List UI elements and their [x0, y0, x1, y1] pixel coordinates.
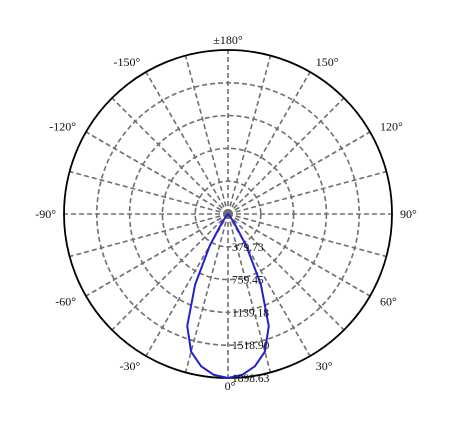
angle-label-150: 150° [316, 55, 339, 69]
angle-label-m30: -30° [120, 359, 141, 373]
grid-spoke-m75 [69, 213, 229, 258]
radial-tick-label-5: 1898.63 [232, 373, 270, 385]
grid-spoke-105 [227, 170, 387, 215]
angle-label-m90: -90° [35, 207, 56, 221]
radial-tick-label-1: 379.73 [232, 242, 264, 254]
grid-spoke-m120 [85, 131, 229, 215]
grid-spoke-m135 [111, 97, 229, 215]
angle-label-m150: -150° [114, 55, 141, 69]
angle-label-180: ±180° [213, 33, 243, 47]
series-layer [186, 213, 270, 379]
grid-spoke-150 [227, 71, 311, 215]
angle-label-90: 90° [400, 207, 417, 221]
grid-spoke-m105 [69, 170, 229, 215]
angle-label-m120: -120° [49, 119, 76, 133]
grid-spoke-135 [227, 97, 345, 215]
label-layer: ±180° -150° 150° -120° 120° -90° 90° -60° 60° -30… [35, 33, 417, 393]
radial-tick-label-4: 1518.90 [232, 340, 270, 352]
radial-tick-label-3: 1139.18 [232, 307, 269, 319]
angle-label-0: 0° [225, 379, 236, 393]
grid-spoke-45 [227, 213, 345, 331]
grid-spoke-m15 [184, 213, 229, 373]
angle-label-m60: -60° [55, 295, 76, 309]
series-1-curve [186, 213, 270, 379]
grid-spoke-165 [227, 55, 272, 215]
grid-spoke-120 [227, 131, 371, 215]
angle-label-60: 60° [380, 295, 397, 309]
grid-spoke-m150 [145, 71, 229, 215]
angle-label-30: 30° [316, 359, 333, 373]
angle-label-120: 120° [380, 119, 403, 133]
radial-tick-label-2: 759.45 [232, 275, 264, 287]
grid-spoke-75 [227, 213, 387, 258]
grid-spoke-60 [227, 213, 371, 297]
grid-spoke-m60 [85, 213, 229, 297]
grid-spoke-m165 [184, 55, 229, 215]
grid-spoke-15 [227, 213, 272, 373]
grid-spoke-m45 [111, 213, 229, 331]
